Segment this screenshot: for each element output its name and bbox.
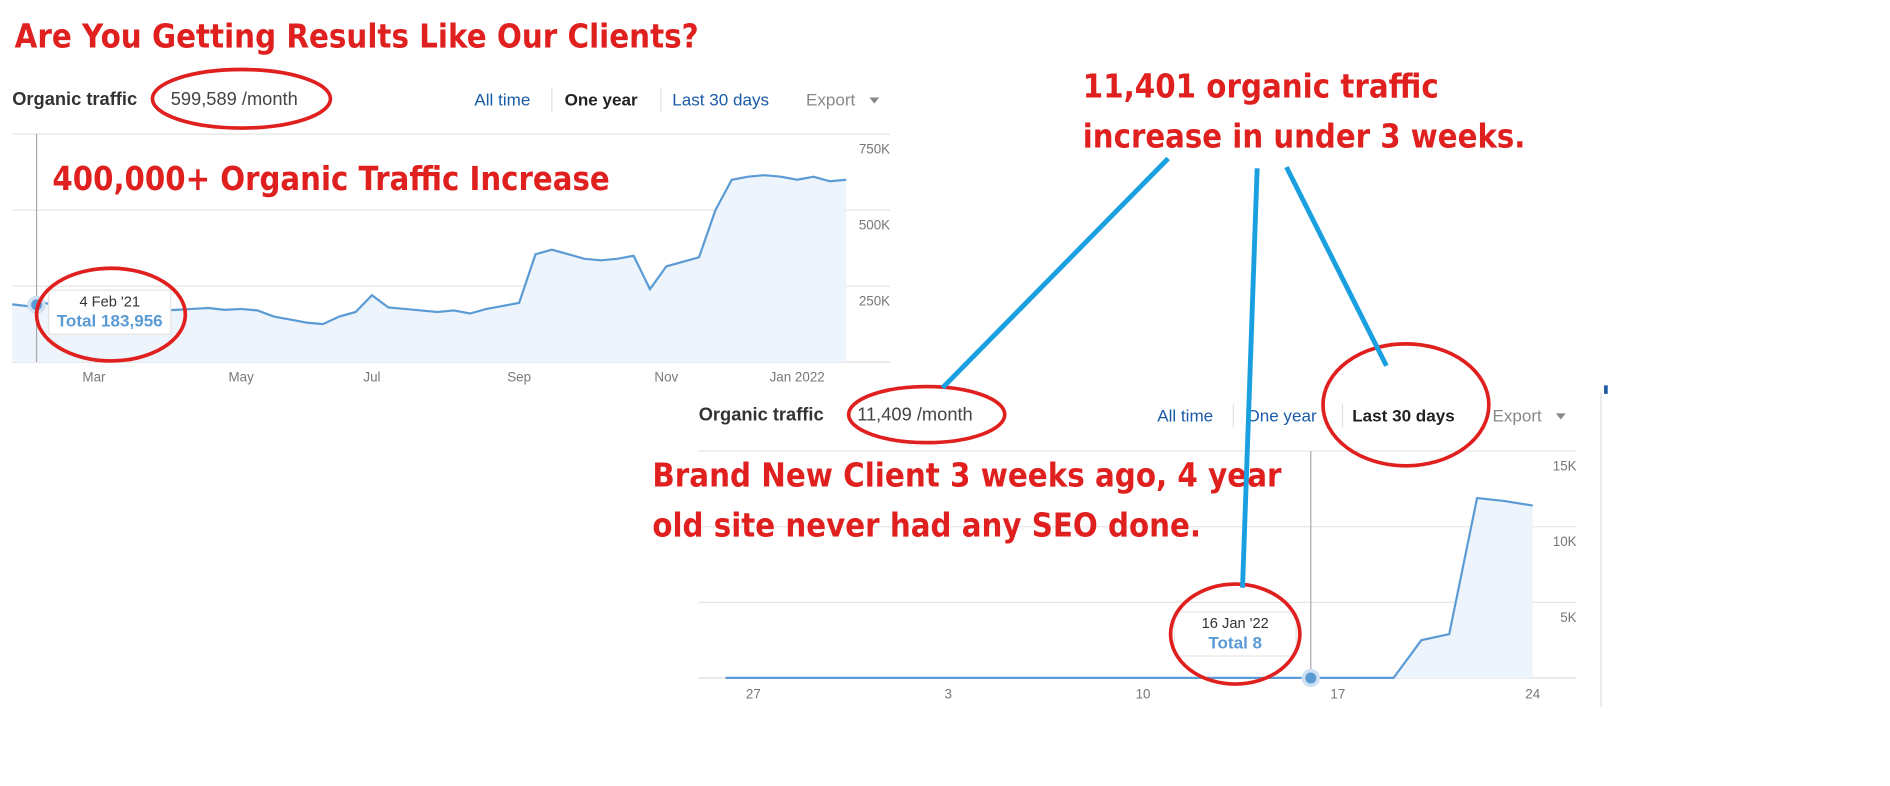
period-tab[interactable]: All time bbox=[1157, 407, 1213, 426]
highlight-circle bbox=[34, 266, 188, 363]
x-tick-label: Sep bbox=[507, 370, 531, 385]
line bbox=[725, 496, 1533, 679]
highlight-circle bbox=[1321, 342, 1491, 468]
y-tick-label: 15K bbox=[1553, 459, 1577, 474]
pointer-line bbox=[1240, 168, 1260, 588]
chart-title: Organic traffic bbox=[699, 404, 824, 425]
x-tick-label: 3 bbox=[944, 687, 951, 702]
x-tick-label: 10 bbox=[1136, 687, 1151, 702]
y-tick-label: 10K bbox=[1553, 534, 1577, 549]
highlight-circle bbox=[150, 67, 333, 130]
period-tab[interactable]: Last 30 days bbox=[672, 91, 769, 110]
y-tick-label: 750K bbox=[859, 142, 890, 157]
x-tick-label: Mar bbox=[82, 370, 106, 385]
annotation: Brand New Client 3 weeks ago, 4 year bbox=[652, 455, 1282, 494]
x-tick-label: Jul bbox=[363, 370, 380, 385]
x-tick-label: May bbox=[228, 370, 254, 385]
annotation: increase in under 3 weeks. bbox=[1083, 116, 1526, 155]
tooltip-box bbox=[48, 289, 172, 335]
x-tick-label: 24 bbox=[1525, 687, 1540, 702]
highlight-circle bbox=[1168, 582, 1302, 686]
export-button[interactable]: Export bbox=[1492, 407, 1542, 426]
annotation: 11,401 organic traffic bbox=[1083, 66, 1439, 105]
area bbox=[725, 498, 1533, 678]
annotation: old site never had any SEO done. bbox=[652, 505, 1201, 544]
export-caret bbox=[1555, 413, 1566, 420]
area bbox=[12, 175, 847, 363]
period-tab[interactable]: Last 30 days bbox=[1352, 407, 1454, 426]
x-tick-label: Nov bbox=[654, 370, 678, 385]
tooltip-date: 16 Jan '22 bbox=[1202, 616, 1269, 632]
chart-title: Organic traffic bbox=[12, 88, 137, 109]
pointer-line bbox=[940, 156, 1170, 390]
export-caret bbox=[869, 97, 880, 104]
export-button[interactable]: Export bbox=[806, 91, 856, 110]
period-tab[interactable]: All time bbox=[474, 91, 530, 110]
tooltip-total: Total 183,956 bbox=[57, 311, 163, 330]
hover-dot bbox=[1301, 668, 1320, 688]
headline: Are You Getting Results Like Our Clients… bbox=[15, 16, 699, 55]
x-tick-label: 27 bbox=[746, 687, 761, 702]
period-tab[interactable]: One year bbox=[565, 91, 638, 110]
highlight-circle bbox=[846, 384, 1007, 445]
pointer-line bbox=[1284, 165, 1389, 367]
y-tick-label: 5K bbox=[1560, 610, 1576, 625]
annotation: 400,000+ Organic Traffic Increase bbox=[52, 159, 609, 198]
period-tab[interactable]: One year bbox=[1246, 407, 1317, 426]
x-tick-label: Jan 2022 bbox=[770, 370, 825, 385]
y-tick-label: 250K bbox=[859, 294, 890, 309]
tooltip-box bbox=[1173, 611, 1297, 657]
y-tick-label: 500K bbox=[859, 218, 890, 233]
metric: 11,409 /month bbox=[857, 404, 973, 425]
tooltip-date: 4 Feb '21 bbox=[79, 294, 140, 310]
x-tick-label: 17 bbox=[1330, 687, 1345, 702]
metric: 599,589 /month bbox=[171, 88, 298, 109]
tooltip-total: Total 8 bbox=[1208, 633, 1262, 652]
